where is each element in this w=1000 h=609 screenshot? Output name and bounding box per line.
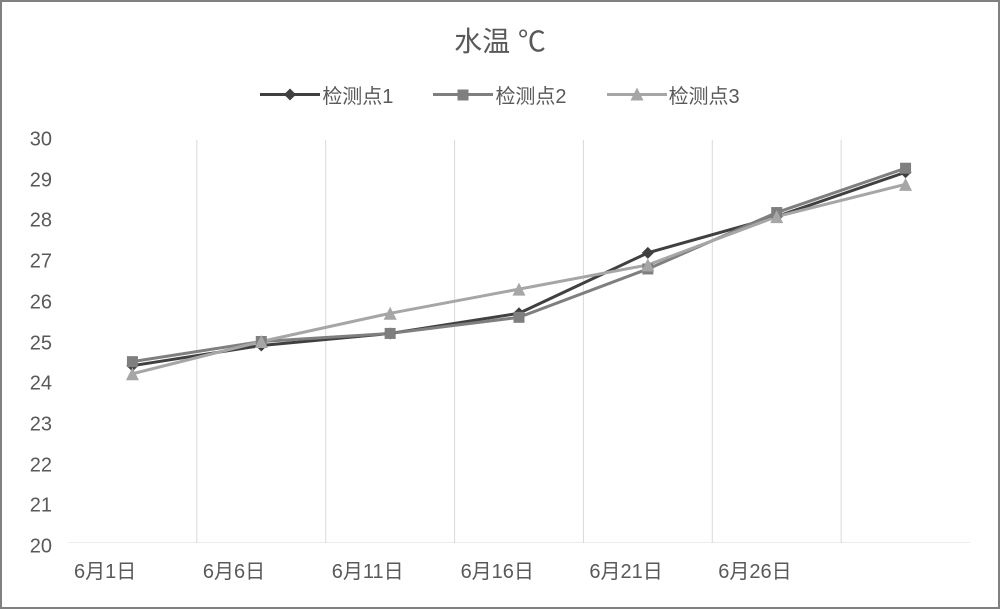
chart-frame: 水温 ℃ 检测点1 检测点2 检测点3 20 21 22 23 24 25 26 27 28 29 30…: [0, 0, 1000, 609]
y-tick-label: 27: [30, 251, 52, 274]
legend-marker-icon: [284, 83, 296, 106]
y-axis-labels: 2021222324252627282930: [2, 140, 60, 543]
x-tick-label: 6月11日: [332, 555, 404, 584]
plot-area: [68, 140, 970, 543]
legend-item-1: 检测点1: [260, 80, 393, 109]
y-tick-label: 22: [30, 454, 52, 477]
legend: 检测点1 检测点2 检测点3: [2, 80, 998, 109]
y-tick-label: 20: [30, 536, 52, 559]
legend-item-3: 检测点3: [607, 80, 740, 109]
legend-line-icon: [607, 85, 667, 105]
legend-marker-icon: [630, 83, 643, 106]
x-tick-label: 6月1日: [74, 555, 136, 584]
y-tick-label: 30: [30, 129, 52, 152]
y-tick-label: 29: [30, 169, 52, 192]
y-tick-label: 26: [30, 291, 52, 314]
y-tick-label: 23: [30, 413, 52, 436]
x-tick-label: 6月6日: [203, 555, 265, 584]
plot-svg: [68, 140, 970, 543]
x-axis-labels: 6月1日 6月6日 6月11日 6月16日 6月21日 6月26日: [68, 555, 970, 587]
x-tick-label: 6月16日: [461, 555, 534, 584]
y-tick-label: 28: [30, 210, 52, 233]
y-tick-label: 24: [30, 373, 52, 396]
legend-label: 检测点2: [495, 80, 566, 109]
x-tick-label: 6月21日: [589, 555, 662, 584]
legend-line-icon: [260, 85, 320, 105]
chart-title: 水温 ℃: [2, 20, 998, 60]
legend-label: 检测点1: [322, 80, 393, 109]
legend-line-icon: [433, 85, 493, 105]
y-tick-label: 25: [30, 332, 52, 355]
y-tick-label: 21: [30, 495, 52, 518]
legend-item-2: 检测点2: [433, 80, 566, 109]
x-tick-label: 6月26日: [718, 555, 791, 584]
legend-marker-icon: [458, 83, 469, 106]
legend-label: 检测点3: [669, 80, 740, 109]
